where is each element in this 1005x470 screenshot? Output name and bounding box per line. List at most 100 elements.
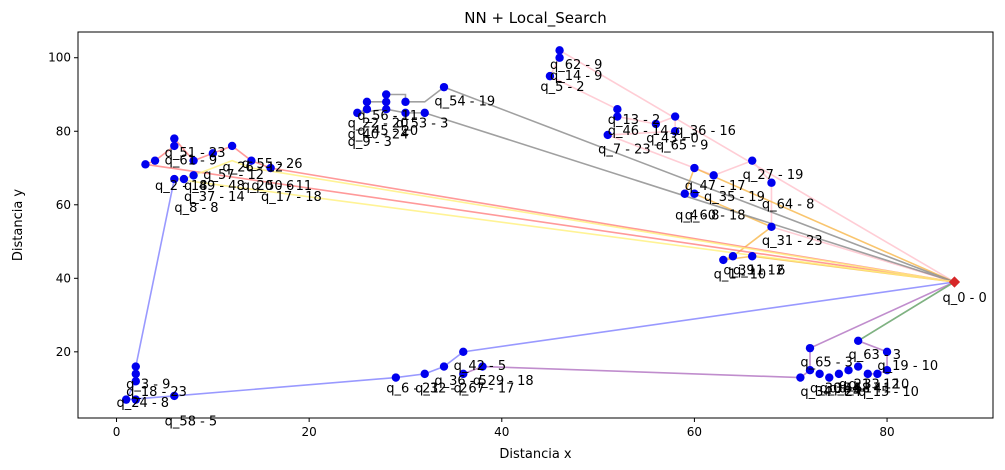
plot-frame [77,31,994,419]
customer-point [815,369,824,379]
point-label: q_37 - 14 [184,190,245,205]
point-label: q_9 - 3 [348,135,392,150]
point-label: q_44 - 4 [829,381,882,396]
chart-title: NN + Local_Search [464,9,606,28]
customer-point [170,134,179,143]
customer-point [266,163,275,173]
customer-point [401,108,410,118]
customer-points [121,46,892,404]
point-label: q_54 - 19 [434,95,495,110]
point-label: q_62 - 9 [550,58,603,73]
customer-point [459,347,468,357]
y-tick-label: 60 [56,198,71,212]
customer-point [796,373,805,382]
point-label: q_13 - 2 [608,113,661,128]
customer-point [709,171,718,180]
point-label: q_67 - 17 [454,381,515,396]
customer-point [834,369,844,379]
customer-point [131,395,140,404]
point-label: q_47 - 17 [685,179,746,194]
customer-point [420,369,429,379]
point-label: q_61 - 9 [165,153,218,168]
point-label: q_36 - 16 [675,124,736,139]
point-label: q_57 - 12 [203,168,264,183]
customer-point [873,369,882,379]
customer-point [613,112,622,121]
point-label: q_20 - 6 [242,179,295,194]
point-label: q_38 - 1 [820,381,873,396]
point-label: q_6 - 21 [386,381,439,396]
customer-point [382,105,391,114]
customer-point [728,252,738,261]
customer-point [141,160,150,169]
point-label: q_2 - 18 [155,179,208,194]
customer-point [767,222,776,232]
customer-point [805,366,815,375]
point-label: q_3 - 9 [126,378,170,393]
point-label: q_26 - 12 [222,161,283,176]
customer-point [767,178,776,187]
point-label: q_8 - 8 [174,201,218,216]
customer-point [603,130,612,140]
point-label: q_35 - 19 [704,190,765,205]
point-label: q_17 - 18 [261,190,322,205]
point-label: q_32 - 2 [415,381,468,396]
customer-point [748,156,757,165]
point-label: q_65 - 3 [800,356,853,371]
customer-point [170,391,179,401]
customer-point [670,112,680,121]
customer-point [179,174,189,184]
customer-point [478,362,487,371]
point-label: q_14 - 9 [550,69,603,84]
customer-point [382,90,391,99]
customer-point [208,149,218,158]
customer-point [690,189,699,198]
point-label: q_48 - 1 [839,381,892,396]
point-label: q_64 - 8 [762,197,815,212]
point-label: q_1 - 10 [714,267,767,282]
customer-point [651,119,661,129]
point-label: q_34 - 24 [800,385,861,400]
point-labels: q_62 - 9q_14 - 9q_5 - 2 q_13 - 2q_46 - 14… [117,58,939,430]
customer-point [420,108,429,118]
point-label: q_40 - 24 [348,128,409,143]
route-line [857,281,955,342]
customer-point [882,366,892,375]
customer-point [353,108,362,118]
point-label: q_15 - 10 [858,385,919,400]
customer-point [805,343,815,353]
customer-point [150,156,160,165]
customer-point [690,163,699,173]
customer-point [439,362,449,371]
customer-point [613,105,622,114]
customer-point [362,97,372,107]
point-label: q_4 - 8 [675,208,719,223]
point-label: q_51 - 23 [165,146,226,161]
route-lines [124,48,955,401]
x-tick-label: 20 [302,425,317,439]
customer-point [863,369,872,379]
customer-point [853,362,863,371]
x-tick-label: 60 [687,425,702,439]
depot-marker-group: q_0 - 0 [942,276,987,306]
y-tick-label: 40 [56,271,71,285]
point-label: q_30 - 5 [810,381,863,396]
customer-point [170,141,179,151]
point-label: q_27 - 19 [743,168,804,183]
point-label: q_55 - 26 [242,157,303,172]
point-label: q_60 - 18 [685,208,746,223]
customer-point [844,366,853,375]
customer-point [227,141,237,151]
customer-point [459,369,468,379]
customer-point [121,395,131,404]
customer-point [247,156,256,165]
depot-marker-fill [948,276,960,288]
y-tick-label: 80 [56,124,71,138]
customer-point [382,97,391,107]
point-label: q_24 - 8 [117,396,170,411]
point-label: q_18 - 23 [126,385,187,400]
x-tick-label: 40 [494,425,509,439]
customer-point [189,171,198,180]
point-label: q_22 - 20 [348,117,409,132]
